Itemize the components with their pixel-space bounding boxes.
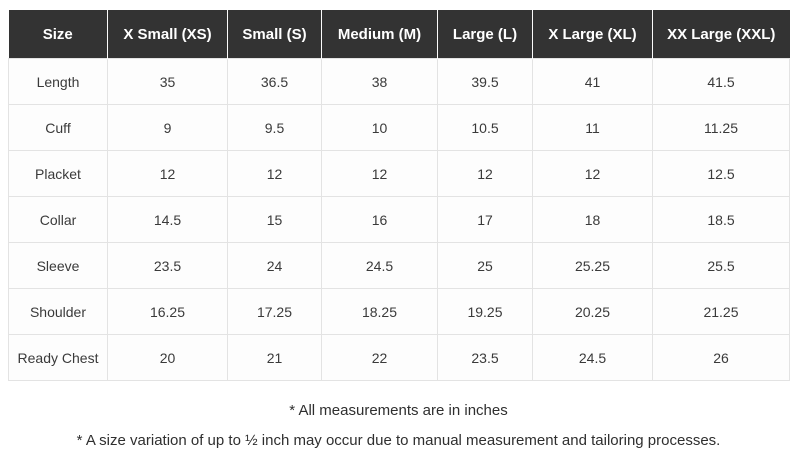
- cell-value: 36.5: [227, 58, 322, 105]
- cell-value: 38: [321, 58, 438, 105]
- cell-value: 41.5: [652, 58, 790, 105]
- cell-value: 24: [227, 242, 322, 289]
- row-label: Collar: [8, 196, 108, 243]
- row-label: Sleeve: [8, 242, 108, 289]
- cell-value: 9.5: [227, 104, 322, 151]
- table-row-ready-chest: Ready Chest 20 21 22 23.5 24.5 26: [8, 334, 790, 381]
- column-header-small-s: Small (S): [227, 10, 322, 59]
- size-chart-body: Length 35 36.5 38 39.5 41 41.5 Cuff 9 9.5 10 10.5 11…: [8, 58, 790, 381]
- cell-value: 26: [652, 334, 790, 381]
- column-header-large-l: Large (L): [437, 10, 533, 59]
- cell-value: 20: [107, 334, 228, 381]
- cell-value: 9: [107, 104, 228, 151]
- cell-value: 16.25: [107, 288, 228, 335]
- cell-value: 24.5: [532, 334, 653, 381]
- header-row: Size X Small (XS) Small (S) Medium (M) Large…: [8, 10, 790, 59]
- cell-value: 12.5: [652, 150, 790, 197]
- table-row-cuff: Cuff 9 9.5 10 10.5 11 11.25: [8, 104, 790, 151]
- cell-value: 25.5: [652, 242, 790, 289]
- cell-value: 19.25: [437, 288, 533, 335]
- cell-value: 16: [321, 196, 438, 243]
- cell-value: 21.25: [652, 288, 790, 335]
- size-chart-table: Size X Small (XS) Small (S) Medium (M) Large…: [8, 10, 790, 381]
- cell-value: 14.5: [107, 196, 228, 243]
- table-row-sleeve: Sleeve 23.5 24 24.5 25 25.25 25.5: [8, 242, 790, 289]
- cell-value: 12: [437, 150, 533, 197]
- table-row-length: Length 35 36.5 38 39.5 41 41.5: [8, 58, 790, 105]
- table-row-placket: Placket 12 12 12 12 12 12.5: [8, 150, 790, 197]
- cell-value: 12: [227, 150, 322, 197]
- cell-value: 22: [321, 334, 438, 381]
- cell-value: 17: [437, 196, 533, 243]
- cell-value: 24.5: [321, 242, 438, 289]
- column-header-x-small-xs: X Small (XS): [107, 10, 228, 59]
- column-header-x-large-xl: X Large (XL): [532, 10, 653, 59]
- note-measurements-units: * All measurements are in inches: [289, 402, 508, 419]
- cell-value: 23.5: [107, 242, 228, 289]
- cell-value: 11.25: [652, 104, 790, 151]
- size-chart-header: Size X Small (XS) Small (S) Medium (M) Large…: [8, 10, 790, 59]
- row-label: Cuff: [8, 104, 108, 151]
- note-size-variation: * A size variation of up to ½ inch may o…: [76, 431, 721, 449]
- cell-value: 17.25: [227, 288, 322, 335]
- row-label: Shoulder: [8, 288, 108, 335]
- cell-value: 15: [227, 196, 322, 243]
- row-label: Length: [8, 58, 108, 105]
- cell-value: 10: [321, 104, 438, 151]
- cell-value: 41: [532, 58, 653, 105]
- cell-value: 12: [107, 150, 228, 197]
- cell-value: 10.5: [437, 104, 533, 151]
- cell-value: 25: [437, 242, 533, 289]
- cell-value: 25.25: [532, 242, 653, 289]
- cell-value: 18.25: [321, 288, 438, 335]
- cell-value: 20.25: [532, 288, 653, 335]
- row-label: Ready Chest: [8, 334, 108, 381]
- cell-value: 11: [532, 104, 653, 151]
- cell-value: 21: [227, 334, 322, 381]
- cell-value: 12: [532, 150, 653, 197]
- table-row-shoulder: Shoulder 16.25 17.25 18.25 19.25 20.25 21.25: [8, 288, 790, 335]
- cell-value: 23.5: [437, 334, 533, 381]
- row-label: Placket: [8, 150, 108, 197]
- cell-value: 18: [532, 196, 653, 243]
- column-header-medium-m: Medium (M): [321, 10, 438, 59]
- footnotes: * All measurements are in inches * A siz…: [8, 402, 789, 451]
- cell-value: 18.5: [652, 196, 790, 243]
- cell-value: 12: [321, 150, 438, 197]
- column-header-size: Size: [8, 10, 108, 59]
- cell-value: 35: [107, 58, 228, 105]
- column-header-xx-large-xxl: XX Large (XXL): [652, 10, 790, 59]
- table-row-collar: Collar 14.5 15 16 17 18 18.5: [8, 196, 790, 243]
- cell-value: 39.5: [437, 58, 533, 105]
